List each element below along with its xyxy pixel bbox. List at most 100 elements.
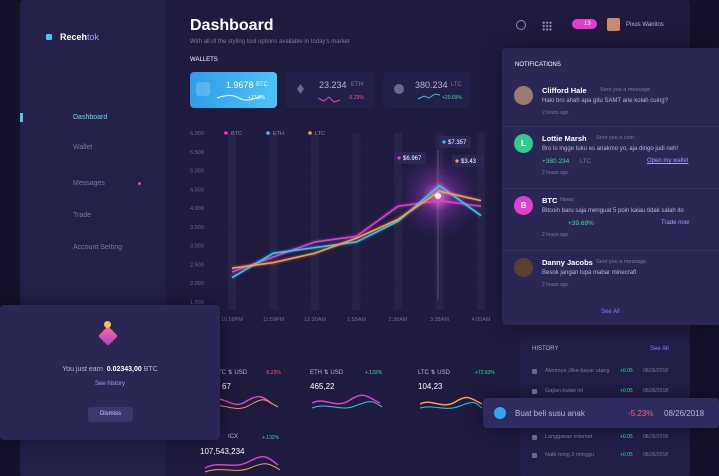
nav-item[interactable]: Messages <box>73 180 105 187</box>
notifications-see-all[interactable]: See All <box>601 309 620 315</box>
page-subtitle: With all of the styling tool options ava… <box>190 39 350 45</box>
market-pair: LTC ⇅ USD <box>418 370 450 376</box>
notification-text: Bitcoin baru saja menguat 5 poin kalau t… <box>542 208 684 214</box>
history-text: Langganan internet <box>545 434 593 440</box>
market-base: ICX <box>228 434 239 440</box>
y-tick-label: 4.500 <box>190 187 204 193</box>
series-line <box>231 184 482 279</box>
history-see-all[interactable]: See All <box>650 346 669 352</box>
tooltip <box>394 152 426 164</box>
sparkline <box>204 463 281 473</box>
earn-text: You just earn 0.02343,00 BTC <box>62 366 158 373</box>
logo-icon <box>46 34 52 40</box>
tooltip <box>452 155 484 167</box>
sparkline <box>204 456 279 469</box>
market-change: +.132% <box>365 370 383 376</box>
y-tick-label: 2.000 <box>190 281 204 287</box>
notification-avatar <box>514 86 533 105</box>
sparkline <box>419 396 483 406</box>
notification-name: Lottie Marsh <box>542 134 587 143</box>
market-pair: ETH ⇅ USD <box>310 370 344 376</box>
see-history-link[interactable]: See history <box>94 381 126 387</box>
notification-avatar <box>514 258 533 277</box>
legend-label: LTC <box>315 131 325 137</box>
tooltip <box>439 136 471 148</box>
notification-link[interactable]: Trade now <box>661 220 690 226</box>
x-tick-label: 10.58PM <box>221 317 243 323</box>
x-tick-label: 12:30AM <box>304 317 326 323</box>
notification-amount: +39.69% <box>568 220 594 227</box>
logo-light: tok <box>87 32 100 42</box>
wallet-card[interactable] <box>190 72 277 108</box>
tooltip-dot <box>397 156 401 160</box>
search-icon[interactable] <box>516 20 526 30</box>
separator <box>502 188 719 189</box>
legend-label: ETH <box>273 131 284 137</box>
notifications-title: NOTIFICATIONS <box>515 62 561 68</box>
chart-layer: 6.000 5.500 5.000 4.500 4.000 3.500 3.000 2.500… <box>190 131 491 323</box>
nav-item[interactable]: Dashboard <box>73 114 108 121</box>
nav-dot <box>138 182 141 185</box>
x-tick-label: 1:58AM <box>347 317 366 323</box>
coin-icon <box>104 321 111 328</box>
market-change: -5.23% <box>265 370 281 376</box>
tooltip-label: $7.357 <box>448 140 467 146</box>
x-tick-label: 3:38AM <box>430 317 449 323</box>
notification-text: Halo bro ahah apa gitu SAMT ane kolah cu… <box>542 98 668 104</box>
sparkline <box>417 93 441 100</box>
wallet-amount: 1.9678 <box>226 80 254 90</box>
logo: Recehtok <box>60 32 99 42</box>
badge[interactable]: 13 <box>572 19 597 29</box>
wallet-amount: 23.234 <box>319 80 347 90</box>
legend-label: BTC <box>231 131 242 137</box>
apps-icon[interactable] <box>542 21 552 31</box>
toast-icon <box>494 407 506 419</box>
wallet-amount: 380.234 <box>415 80 448 90</box>
history-date: 08/26/2018 <box>643 368 669 374</box>
wallet-icon <box>196 82 210 96</box>
history-change: +0.05 <box>620 452 633 458</box>
market-price: 465,22 <box>310 382 335 391</box>
toast-change: -5.23% <box>628 409 654 418</box>
notification-link[interactable]: Open my wallet <box>647 158 689 164</box>
notification-text: Bro lo ingge tuku es anakmo yo, aja ding… <box>542 146 679 152</box>
sparkline <box>216 95 262 101</box>
history-title: HISTORY <box>532 346 559 352</box>
nav-item[interactable]: Wallet <box>73 144 93 151</box>
toast-text: Buat beli susu anak <box>515 409 585 418</box>
history-icon <box>532 435 537 440</box>
dismiss-button[interactable]: Dismiss <box>88 407 133 422</box>
market-base: ETH <box>310 370 322 376</box>
notification-avatar: B <box>514 196 533 215</box>
user-name[interactable]: Pixos Wanitos <box>626 22 664 28</box>
notification-name: Danny Jacobs <box>542 258 593 267</box>
notification-unit: LTC <box>580 159 591 165</box>
history-change: +0.05 <box>620 434 633 440</box>
earn-amount: 0.02343,00 <box>106 366 142 373</box>
nav-item[interactable]: Account Setting <box>73 244 123 251</box>
x-tick-label: 11:59PM <box>263 317 285 323</box>
notification-action: Sent you a coin <box>596 135 634 141</box>
market-base: BTC <box>214 370 226 376</box>
market-change: +72.63% <box>475 370 495 376</box>
sparkline <box>211 395 273 406</box>
wallet-icon <box>297 84 304 94</box>
x-tick-label: 4:05AM <box>472 317 491 323</box>
nav-item[interactable]: Trade <box>73 212 92 219</box>
market-price: 107,543,234 <box>200 447 245 456</box>
sparkline <box>311 401 383 409</box>
y-tick-label: 4.000 <box>190 206 204 212</box>
history-date: 08/26/2018 <box>643 388 669 394</box>
market-change: +.132% <box>262 435 280 441</box>
wallet-icon <box>394 84 404 94</box>
sparkline <box>209 399 279 409</box>
avatar[interactable] <box>607 18 620 31</box>
notification-avatar: L <box>514 134 533 153</box>
history-change: +0.05 <box>620 368 633 374</box>
legend-marker <box>266 131 270 135</box>
highlight-point <box>435 193 441 199</box>
wallet-change: -5.23% <box>348 95 364 101</box>
tooltip-label: $3.43 <box>461 159 477 165</box>
